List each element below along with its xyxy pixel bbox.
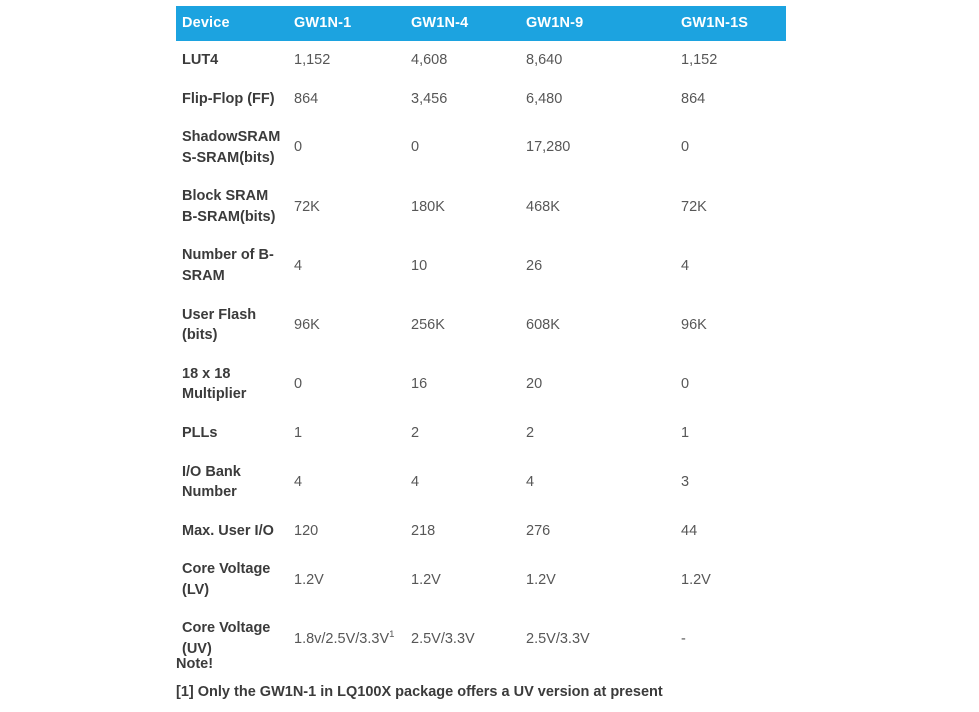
table-cell: 1,152 — [681, 52, 718, 68]
row-label: Max. User I/O — [182, 522, 274, 539]
table-cell: 6,480 — [526, 90, 563, 107]
table-cell: 4 — [294, 257, 303, 274]
table-row: Core Voltage (UV) 1.8v/2.5V/3.3V1 2.5V/3.3… — [176, 609, 786, 668]
row-label: I/O Bank Number — [182, 463, 241, 501]
table-cell: 2.5V/3.3V — [526, 630, 590, 647]
table-cell: 4 — [681, 257, 690, 274]
table-cell: - — [681, 630, 686, 647]
table-cell: 72K — [681, 198, 707, 215]
cell-value: 1.8v/2.5V/3.3V — [294, 630, 390, 647]
table-cell: 4 — [411, 473, 420, 490]
table-row: Block SRAM B-SRAM(bits) 72K 180K 468K 72K — [176, 177, 786, 236]
table-cell: 3,456 — [411, 90, 448, 107]
row-label: Number of B-SRAM — [182, 247, 274, 285]
table-cell: 864 — [681, 90, 706, 107]
table-row: LUT4 1,152 4,608 8,640 1,152 — [176, 41, 786, 80]
table-cell: 4 — [294, 473, 303, 490]
table-cell: 0 — [294, 139, 303, 156]
note-title: Note! — [176, 656, 214, 672]
table-row: Number of B-SRAM 4 10 26 4 — [176, 236, 786, 295]
row-label: Block SRAM B-SRAM(bits) — [182, 188, 276, 225]
table-row: Max. User I/O 120 218 276 44 — [176, 512, 786, 551]
table-cell: 1.2V — [294, 571, 324, 588]
row-label: Flip-Flop (FF) — [182, 90, 275, 107]
table-header-row: Device GW1N-1 GW1N-4 GW1N-9 GW1N-1S — [176, 6, 786, 41]
table-row: PLLs 1 2 2 1 — [176, 414, 786, 453]
table-cell: 1.2V — [681, 571, 711, 588]
column-header-device: Device — [176, 6, 294, 41]
table-cell: 10 — [411, 257, 428, 274]
table-header: Device GW1N-1 GW1N-4 GW1N-9 GW1N-1S — [176, 6, 786, 41]
table-row: ShadowSRAM S-SRAM(bits) 0 0 17,280 0 — [176, 118, 786, 177]
table-cell: 120 — [294, 522, 319, 539]
table-cell: 4,608 — [411, 52, 448, 68]
table-cell: 180K — [411, 198, 445, 215]
row-label: Core Voltage (LV) — [182, 561, 271, 598]
table-cell: 2 — [526, 424, 535, 441]
table-cell: 17,280 — [526, 139, 571, 156]
row-label: ShadowSRAM S-SRAM(bits) — [182, 129, 281, 166]
table-cell: 1.2V — [526, 571, 556, 588]
table-cell: 2 — [411, 424, 420, 441]
row-label: 18 x 18 Multiplier — [182, 365, 247, 403]
table-cell: 0 — [681, 139, 690, 156]
table-cell: 20 — [526, 376, 543, 393]
table-cell: 1,152 — [294, 52, 331, 68]
table-cell: 96K — [681, 316, 707, 333]
column-header-gw1n-1: GW1N-1 — [294, 6, 411, 41]
table-cell: 468K — [526, 198, 560, 215]
table-cell: 608K — [526, 316, 560, 333]
row-label: Core Voltage (UV) — [182, 620, 271, 657]
table-cell: 1.8v/2.5V/3.3V1 — [294, 609, 411, 668]
table-cell: 3 — [681, 473, 690, 490]
device-specification-table: Device GW1N-1 GW1N-4 GW1N-9 GW1N-1S LUT4… — [176, 6, 786, 669]
row-label: User Flash (bits) — [182, 306, 257, 344]
table-cell: 1.2V — [411, 571, 441, 588]
table-cell: 0 — [294, 376, 303, 393]
table-cell: 96K — [294, 316, 320, 333]
column-header-gw1n-9: GW1N-9 — [526, 6, 681, 41]
table-cell: 0 — [411, 139, 420, 156]
table-row: User Flash (bits) 96K 256K 608K 96K — [176, 296, 786, 355]
table-cell: 4 — [526, 473, 535, 490]
row-label: PLLs — [182, 424, 218, 441]
table-cell: 1 — [681, 424, 690, 441]
table-row: Flip-Flop (FF) 864 3,456 6,480 864 — [176, 80, 786, 119]
table-row: I/O Bank Number 4 4 4 3 — [176, 453, 786, 512]
table-cell: 26 — [526, 257, 543, 274]
table-cell: 0 — [681, 376, 690, 393]
footnote-marker: 1 — [389, 628, 395, 640]
table-cell: 1 — [294, 424, 303, 441]
table-cell: 8,640 — [526, 52, 563, 68]
table-row: Core Voltage (LV) 1.2V 1.2V 1.2V 1.2V — [176, 550, 786, 609]
table-cell: 44 — [681, 522, 698, 539]
table-cell: 16 — [411, 376, 428, 393]
note-block: Note! [1] Only the GW1N-1 in LQ100X pack… — [176, 655, 816, 702]
column-header-gw1n-1s: GW1N-1S — [681, 6, 786, 41]
table-cell: 864 — [294, 90, 319, 107]
table-cell: 256K — [411, 316, 445, 333]
table-cell: 218 — [411, 522, 436, 539]
table-cell: 276 — [526, 522, 551, 539]
table-body: LUT4 1,152 4,608 8,640 1,152 Flip-Flop (FF) 86… — [176, 41, 786, 669]
table-cell: 72K — [294, 198, 320, 215]
table-row: 18 x 18 Multiplier 0 16 20 0 — [176, 355, 786, 414]
note-footnote-1: [1] Only the GW1N-1 in LQ100X package of… — [176, 683, 663, 700]
row-label: LUT4 — [182, 52, 219, 68]
table-cell: 2.5V/3.3V — [411, 630, 475, 647]
column-header-gw1n-4: GW1N-4 — [411, 6, 526, 41]
